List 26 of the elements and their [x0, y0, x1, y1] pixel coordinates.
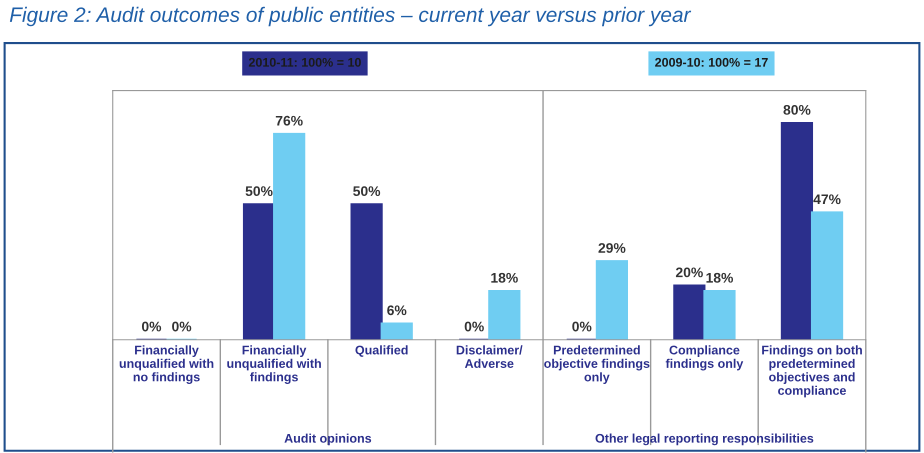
text: 2010-11: 100% = 10: [248, 58, 361, 67]
data-label: 50%: [353, 186, 380, 196]
x-tick-label: Compliance findings only: [666, 345, 744, 370]
data-label: 29%: [598, 243, 626, 253]
chart-title: Figure 2: Audit outcomes of public entities – current year versus prior year: [10, 6, 692, 26]
data-label: 20%: [676, 267, 703, 278]
data-label: 80%: [783, 104, 810, 115]
data-label: 47%: [813, 194, 841, 204]
x-tick-label: Financially unqualified with findings: [227, 345, 321, 384]
x-tick-label: Financially unqualified with no findings: [120, 345, 214, 384]
data-label: 0%: [572, 322, 592, 332]
data-label: 0%: [142, 322, 162, 332]
data-label: 0%: [464, 322, 484, 332]
data-label: 50%: [246, 186, 273, 196]
x-tick-label: Disclaimer/ Adverse: [456, 345, 522, 368]
data-label: 18%: [706, 272, 734, 283]
text: 2009-10: 100% = 17: [655, 58, 768, 67]
data-label: 18%: [491, 272, 518, 283]
text: Other legal reporting responsibilities: [596, 434, 814, 446]
x-tick-label: Findings on both predetermined objectives and compliance: [762, 345, 862, 398]
data-label: 0%: [172, 322, 192, 332]
data-label: 76%: [276, 116, 303, 126]
text: Audit opinions: [284, 434, 372, 446]
x-tick-label: Qualified: [355, 345, 408, 357]
x-tick-label: Predetermined objective findings only: [544, 345, 650, 384]
data-label: 6%: [387, 305, 406, 316]
